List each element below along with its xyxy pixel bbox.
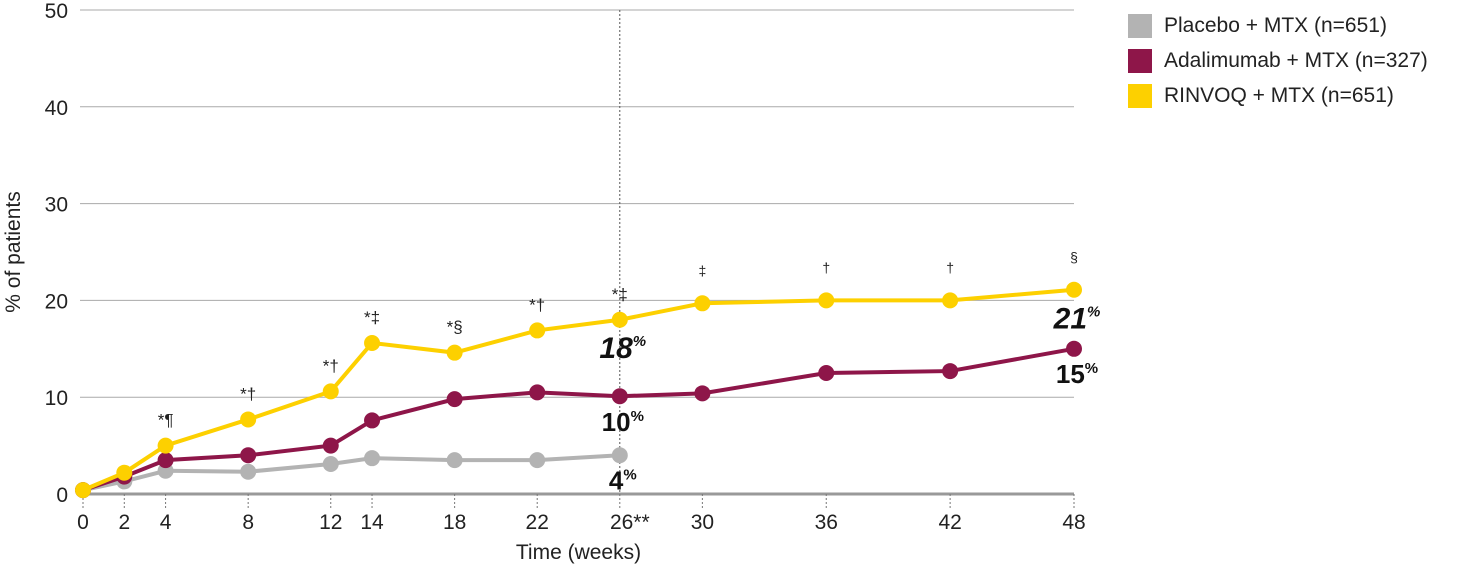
significance-mark: ‡ xyxy=(698,262,706,278)
x-tick-label: 18 xyxy=(443,511,466,534)
x-tick-label: 26** xyxy=(610,511,650,534)
y-axis-title: % of patients xyxy=(2,191,25,312)
data-point xyxy=(611,388,628,405)
x-tick-label: 42 xyxy=(938,511,961,534)
data-point xyxy=(240,463,257,480)
y-tick-label: 10 xyxy=(45,387,68,410)
value-callout: 21% xyxy=(1053,303,1101,336)
legend-label: Placebo + MTX (n=651) xyxy=(1164,13,1387,37)
x-tick-label: 14 xyxy=(360,511,384,534)
data-point xyxy=(322,455,339,472)
data-point xyxy=(818,292,835,309)
legend-label: Adalimumab + MTX (n=327) xyxy=(1164,48,1428,72)
data-point xyxy=(694,385,711,402)
y-tick-label: 0 xyxy=(56,484,68,507)
significance-mark: *† xyxy=(240,384,256,403)
data-point xyxy=(611,447,628,464)
data-point xyxy=(818,365,835,381)
y-tick-label: 50 xyxy=(45,0,68,23)
data-point xyxy=(157,437,174,454)
data-point xyxy=(942,292,959,309)
data-point xyxy=(529,384,546,401)
x-tick-label: 8 xyxy=(242,511,254,534)
percent-unit: % xyxy=(1085,360,1098,377)
legend-item-adalimumab: Adalimumab + MTX (n=327) xyxy=(1128,43,1428,78)
legend-item-placebo: Placebo + MTX (n=651) xyxy=(1128,8,1428,43)
significance-mark: *§ xyxy=(447,318,463,337)
legend: Placebo + MTX (n=651) Adalimumab + MTX (… xyxy=(1128,8,1428,113)
data-point xyxy=(240,447,257,464)
data-point xyxy=(611,311,628,328)
x-tick-label: 4 xyxy=(160,511,172,534)
legend-swatch xyxy=(1128,83,1152,108)
percent-unit: % xyxy=(1087,304,1100,321)
significance-mark: *‡ xyxy=(364,308,380,327)
data-point xyxy=(1066,281,1082,298)
data-point xyxy=(694,295,711,312)
data-point xyxy=(446,391,463,408)
value-callout: 18% xyxy=(599,332,646,365)
data-point xyxy=(322,383,339,400)
significance-mark: *† xyxy=(323,356,339,375)
significance-mark: *† xyxy=(529,295,545,314)
legend-swatch xyxy=(1128,48,1152,73)
data-point xyxy=(116,464,133,481)
percent-unit: % xyxy=(623,466,636,483)
percent-unit: % xyxy=(633,333,646,350)
series-line xyxy=(82,287,1075,492)
x-tick-label: 22 xyxy=(526,511,549,534)
y-tick-label: 40 xyxy=(45,97,68,120)
legend-swatch xyxy=(1128,13,1152,38)
x-tick-label: 12 xyxy=(319,511,342,534)
series-line xyxy=(82,346,1075,493)
data-point xyxy=(529,452,546,469)
legend-label: RINVOQ + MTX (n=651) xyxy=(1164,83,1394,107)
data-point xyxy=(364,334,381,351)
value-callout: 15% xyxy=(1056,359,1098,389)
data-point xyxy=(322,437,339,454)
data-point xyxy=(157,452,174,469)
percent-unit: % xyxy=(631,408,644,425)
x-axis-title: Time (weeks) xyxy=(516,541,641,564)
data-point xyxy=(75,482,91,499)
significance-mark: † xyxy=(946,259,954,275)
x-tick-label: 30 xyxy=(691,511,714,534)
x-tick-label: 48 xyxy=(1062,511,1085,534)
significance-mark: *¶ xyxy=(158,411,174,430)
value-callout: 10% xyxy=(602,407,644,437)
significance-mark: *‡ xyxy=(612,285,628,304)
data-point xyxy=(364,450,381,467)
value-callout: 4% xyxy=(609,465,637,495)
significance-mark: † xyxy=(822,259,830,275)
data-point xyxy=(364,412,381,429)
x-tick-label: 36 xyxy=(815,511,838,534)
x-tick-label: 2 xyxy=(118,511,130,534)
data-point xyxy=(446,452,463,469)
x-tick-label: 0 xyxy=(77,511,89,534)
data-point xyxy=(240,411,257,428)
data-point xyxy=(446,344,463,361)
legend-item-rinvoq: RINVOQ + MTX (n=651) xyxy=(1128,78,1428,113)
data-point xyxy=(942,363,959,380)
data-point xyxy=(529,322,546,339)
significance-mark: § xyxy=(1070,249,1078,265)
y-tick-label: 30 xyxy=(45,194,68,217)
y-tick-label: 20 xyxy=(45,290,68,313)
data-point xyxy=(1066,340,1082,357)
